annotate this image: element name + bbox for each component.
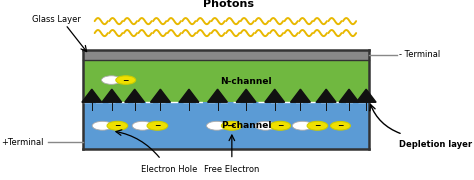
Text: −: − — [123, 76, 129, 85]
Bar — [83, 60, 369, 102]
Circle shape — [132, 121, 153, 130]
Circle shape — [330, 122, 350, 130]
Text: −: − — [228, 121, 235, 130]
Circle shape — [147, 121, 168, 130]
Text: Free Electron: Free Electron — [204, 165, 260, 174]
Text: Glass Layer: Glass Layer — [32, 15, 81, 24]
Text: +Terminal: +Terminal — [1, 138, 44, 147]
Text: −: − — [114, 121, 120, 130]
Bar — [83, 102, 369, 149]
Polygon shape — [291, 89, 310, 102]
Text: N-channel: N-channel — [220, 77, 272, 86]
Text: −: − — [337, 121, 344, 130]
Text: - Terminal: - Terminal — [399, 50, 440, 59]
Text: −: − — [314, 121, 320, 130]
Polygon shape — [82, 89, 102, 102]
Polygon shape — [208, 89, 228, 102]
Text: Photons: Photons — [202, 0, 254, 9]
Polygon shape — [316, 89, 336, 102]
Polygon shape — [102, 89, 122, 102]
Circle shape — [270, 121, 291, 130]
Bar — [83, 50, 369, 60]
Polygon shape — [150, 89, 170, 102]
Polygon shape — [236, 89, 256, 102]
Polygon shape — [356, 89, 376, 102]
Circle shape — [101, 76, 121, 84]
Circle shape — [92, 121, 113, 130]
Circle shape — [307, 121, 328, 130]
Polygon shape — [125, 89, 145, 102]
Text: Electron Hole: Electron Hole — [141, 165, 197, 174]
Circle shape — [292, 121, 313, 130]
Text: −: − — [277, 121, 283, 130]
Polygon shape — [339, 89, 359, 102]
Circle shape — [221, 121, 242, 130]
Circle shape — [255, 121, 276, 130]
Circle shape — [207, 121, 227, 130]
Polygon shape — [179, 89, 199, 102]
Polygon shape — [265, 89, 285, 102]
Text: P-channel: P-channel — [221, 121, 272, 130]
Text: −: − — [154, 121, 161, 130]
Circle shape — [116, 76, 136, 84]
Text: Depletion layer: Depletion layer — [399, 140, 472, 149]
Circle shape — [107, 121, 128, 130]
